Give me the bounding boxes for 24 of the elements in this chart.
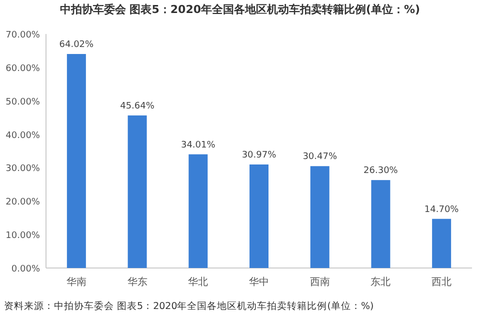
xtick: 华中 xyxy=(249,277,269,288)
xtick: 西南 xyxy=(310,277,330,288)
ytick: 20.00% xyxy=(6,198,40,208)
xtick: 东北 xyxy=(370,277,391,288)
ytick: 0.00% xyxy=(11,264,40,274)
annotation: 资料来源：中拍协车委会 图表5：2020年全国各地区机动车拍卖转籍比例(单位：%) xyxy=(4,301,374,312)
xtick: 华北 xyxy=(188,277,208,288)
ytick: 40.00% xyxy=(6,130,40,141)
title: 中拍协车委会 图表5：2020年全国各地区机动车拍卖转籍比例(单位：%) xyxy=(60,3,420,16)
xtick: 华东 xyxy=(127,277,148,288)
ytick: 10.00% xyxy=(6,231,40,242)
data-label: 45.64% xyxy=(120,101,154,112)
ytick: 30.00% xyxy=(6,164,40,174)
ytick: 50.00% xyxy=(6,97,40,108)
ytick: 70.00% xyxy=(6,30,40,40)
data-label: 34.01% xyxy=(180,140,216,150)
ytick: 60.00% xyxy=(6,64,40,74)
data-label: 30.47% xyxy=(302,152,338,162)
data-label: 26.30% xyxy=(364,166,398,176)
xtick: 西北 xyxy=(432,277,452,288)
data-label: 64.02% xyxy=(59,40,94,50)
xtick: 华南 xyxy=(66,277,86,288)
data-label: 30.97% xyxy=(242,150,276,160)
data-label: 14.70% xyxy=(424,204,459,215)
